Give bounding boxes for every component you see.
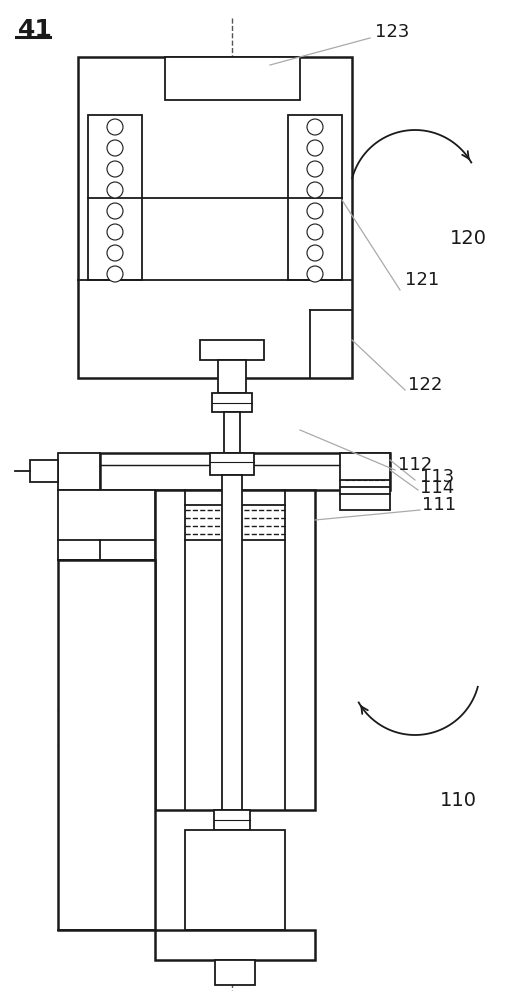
Bar (78, 57, 352, 378)
Text: 121: 121 (405, 271, 439, 289)
Bar (210, 453, 254, 475)
Text: 110: 110 (440, 790, 477, 810)
Bar (185, 830, 285, 930)
Circle shape (107, 203, 123, 219)
Circle shape (107, 119, 123, 135)
Bar (288, 115, 342, 280)
Bar (340, 453, 390, 510)
Bar (58, 490, 155, 560)
Circle shape (307, 182, 323, 198)
Text: 123: 123 (375, 23, 409, 41)
Bar (155, 930, 315, 960)
Bar (212, 393, 252, 412)
Circle shape (107, 224, 123, 240)
Bar (88, 115, 142, 280)
Text: 120: 120 (450, 229, 487, 247)
Circle shape (107, 161, 123, 177)
Circle shape (107, 182, 123, 198)
Bar (200, 340, 264, 360)
Text: 112: 112 (398, 456, 432, 474)
Text: 114: 114 (420, 479, 454, 497)
Circle shape (307, 161, 323, 177)
Text: 41: 41 (18, 18, 53, 42)
Circle shape (107, 140, 123, 156)
Bar (155, 490, 315, 810)
Bar (58, 560, 155, 930)
Circle shape (307, 140, 323, 156)
Bar (218, 360, 246, 393)
Bar (165, 57, 300, 100)
Bar (215, 960, 255, 985)
Circle shape (307, 224, 323, 240)
Circle shape (307, 119, 323, 135)
Circle shape (307, 266, 323, 282)
Text: 113: 113 (420, 468, 454, 486)
Text: 111: 111 (422, 496, 456, 514)
Circle shape (107, 266, 123, 282)
Circle shape (107, 245, 123, 261)
Bar (224, 412, 240, 453)
Circle shape (307, 245, 323, 261)
Bar (100, 453, 390, 490)
Bar (58, 453, 100, 490)
Bar (222, 475, 242, 810)
Bar (214, 810, 250, 830)
Text: 122: 122 (408, 376, 442, 394)
Bar (30, 460, 58, 482)
Circle shape (307, 203, 323, 219)
